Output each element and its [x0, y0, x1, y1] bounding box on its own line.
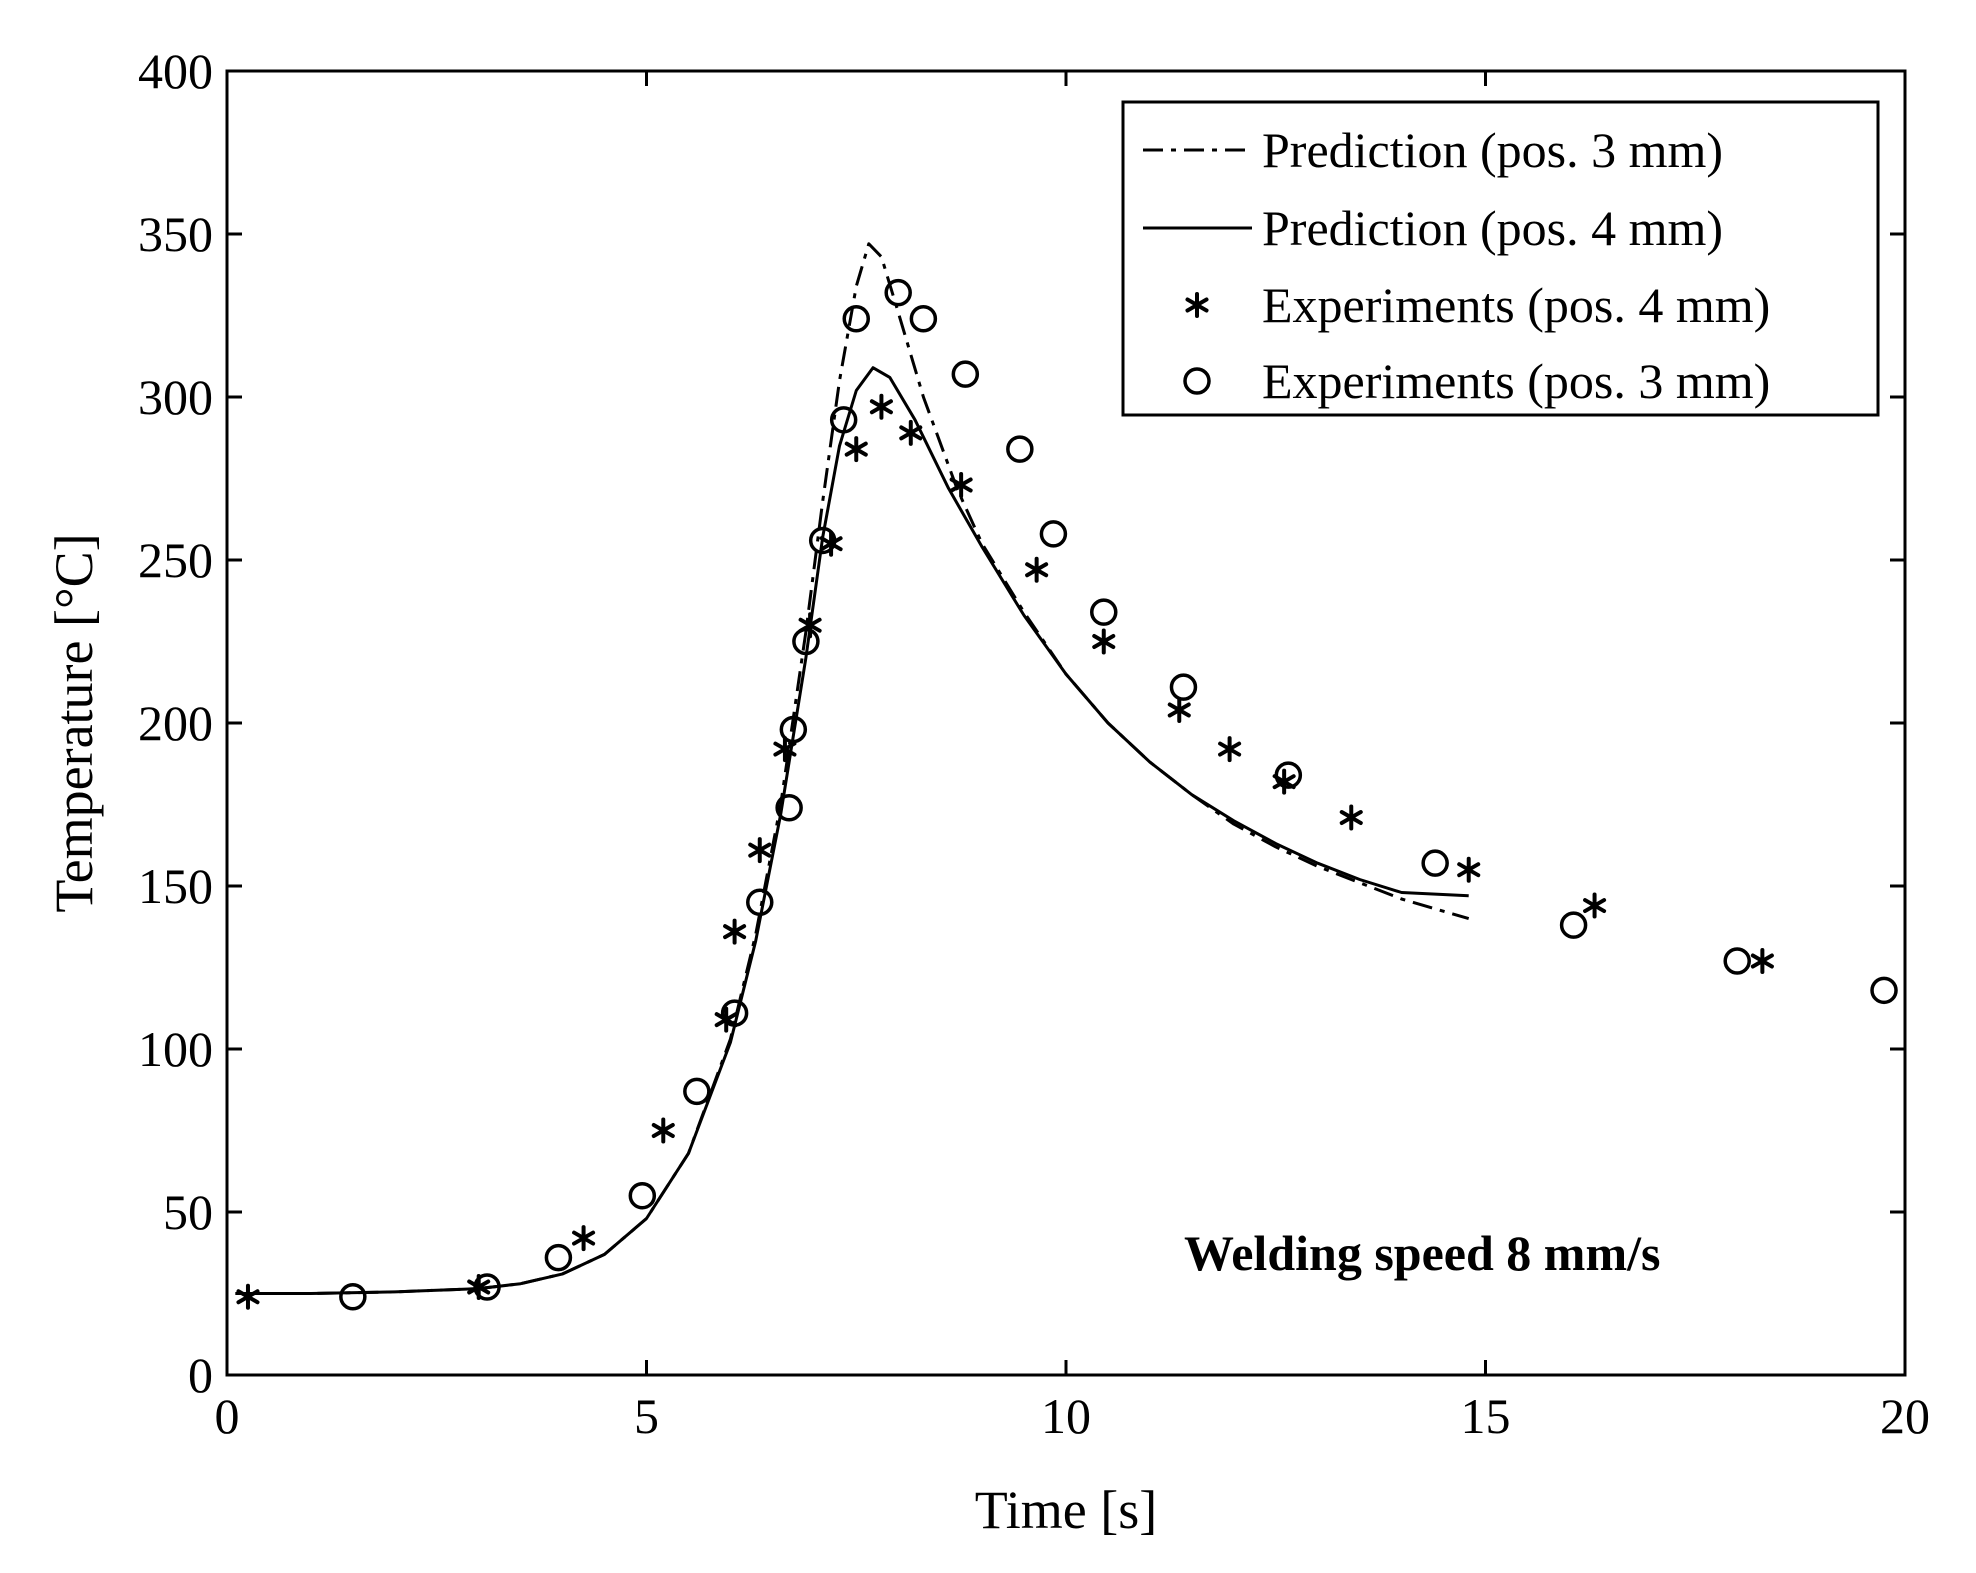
y-tick-label: 400 — [138, 43, 213, 99]
series-4-circle-point — [1274, 761, 1303, 789]
series-3-asterisk-point — [899, 419, 923, 446]
series-3-asterisk-point-stroke — [844, 441, 868, 457]
series-2-prediction-line — [235, 366, 1469, 1295]
legend-label-3: Experiments (pos. 4 mm) — [1262, 277, 1770, 333]
series-4-circle-point — [884, 278, 912, 307]
series-4-circle-point — [683, 1077, 711, 1106]
x-tick-label: 5 — [634, 1388, 659, 1444]
y-tick-label: 300 — [138, 369, 213, 425]
y-tick-label: 50 — [163, 1184, 213, 1240]
legend-label-2: Prediction (pos. 4 mm) — [1262, 200, 1723, 256]
series-3-asterisk-point — [1583, 892, 1607, 919]
series-4-circle-point — [829, 406, 858, 434]
x-tick-label: 0 — [215, 1388, 240, 1444]
series-3-asterisk-point — [236, 1283, 260, 1310]
series-4-circle-point — [628, 1181, 657, 1210]
series-4-circle-point — [720, 999, 749, 1027]
series-3-asterisk-point-stroke — [773, 741, 797, 757]
series-3-asterisk-point — [1092, 628, 1116, 655]
series-3-asterisk-point-stroke — [1457, 862, 1481, 878]
series-3-asterisk-point — [1339, 804, 1363, 831]
series-4-circle-point — [842, 305, 870, 333]
series-4-circle-point — [1090, 598, 1118, 626]
y-axis-label: Temperature [°C] — [44, 533, 104, 912]
series-4-circle-point — [1559, 911, 1588, 939]
y-tick-label: 200 — [138, 695, 213, 751]
y-tick-label: 100 — [138, 1021, 213, 1077]
series-3-asterisk-point-stroke — [1750, 953, 1774, 969]
series-4-circle-point — [1006, 435, 1034, 463]
series-4-circle-point — [339, 1283, 367, 1311]
legend-label-1: Prediction (pos. 3 mm) — [1262, 122, 1723, 178]
series-3-asterisk-point — [572, 1225, 596, 1252]
series-3-asterisk-point-stroke — [1218, 741, 1242, 757]
legend-sample-3-stroke — [1185, 297, 1209, 313]
series-3-asterisk-point — [1167, 696, 1191, 723]
series-3-asterisk-point-stroke — [899, 425, 923, 441]
series-3-asterisk-point — [1750, 947, 1774, 974]
series-4-circle-point — [1169, 673, 1198, 701]
series-3-asterisk-point-stroke — [1583, 898, 1607, 914]
series-3-asterisk-point-stroke — [651, 1123, 675, 1138]
series-4-circle-point — [808, 526, 837, 555]
series-3-asterisk-point-stroke — [1025, 562, 1049, 578]
series-4-circle-point — [1421, 849, 1449, 877]
legend-sample-4 — [1183, 367, 1211, 395]
series-4-circle-point — [1723, 947, 1751, 975]
series-3-asterisk-point — [1457, 856, 1481, 883]
welding-speed-annotation: Welding speed 8 mm/s — [1184, 1225, 1660, 1281]
series-3-asterisk-point — [773, 736, 797, 763]
y-tick-label: 150 — [138, 858, 213, 914]
series-3-asterisk-point-stroke — [572, 1230, 596, 1246]
series-4-circle-point — [1870, 976, 1898, 1005]
series-4-circle-point — [792, 627, 820, 656]
series-3-asterisk-point-stroke — [1339, 810, 1363, 826]
series-3-asterisk-point — [1218, 736, 1242, 763]
series-4-circle-point — [779, 715, 808, 744]
series-3-asterisk-point-stroke — [236, 1289, 260, 1305]
series-3-asterisk-point-stroke — [723, 924, 747, 940]
x-axis-label: Time [s] — [975, 1480, 1158, 1540]
series-3-asterisk-point — [869, 393, 893, 420]
series-3-asterisk-point-stroke — [949, 477, 973, 493]
x-tick-label: 20 — [1880, 1388, 1930, 1444]
series-3-asterisk-point — [723, 918, 747, 945]
y-tick-label: 0 — [188, 1347, 213, 1403]
legend: Prediction (pos. 3 mm) Prediction (pos. 4… — [1121, 100, 1880, 417]
series-3-asterisk-point-stroke — [798, 617, 822, 633]
series-4-circle-point — [544, 1243, 573, 1272]
series-4-circle-point — [951, 360, 980, 388]
series-3-asterisk-point — [844, 436, 868, 463]
series-3-asterisk-point-stroke — [819, 536, 843, 552]
legend-label-4: Experiments (pos. 3 mm) — [1262, 353, 1770, 409]
y-tick-label: 250 — [138, 532, 213, 588]
legend-sample-3 — [1185, 292, 1209, 318]
x-tick-label: 15 — [1461, 1388, 1511, 1444]
series-3-asterisk-point-stroke — [869, 399, 893, 415]
y-tick-label: 350 — [138, 206, 213, 262]
series-4-circle-point — [746, 888, 774, 917]
series-4-circle-point — [1039, 520, 1068, 548]
series-3-asterisk-point-stroke — [467, 1279, 491, 1295]
legend-box — [1121, 100, 1880, 417]
series-4-circle-point — [775, 794, 803, 822]
series-4-circle-point — [909, 305, 938, 333]
series-3-asterisk-point — [651, 1117, 675, 1144]
series-3-asterisk-point — [1025, 556, 1049, 583]
series-3-asterisk-point-stroke — [748, 842, 772, 858]
series-3-asterisk-point-stroke — [1167, 702, 1191, 718]
series-3-asterisk-point — [949, 472, 973, 499]
x-tick-label: 10 — [1041, 1388, 1091, 1444]
series-3-asterisk-point-stroke — [1092, 634, 1116, 649]
series-4-circle-point — [473, 1273, 501, 1301]
series-3-asterisk-point — [748, 837, 772, 864]
